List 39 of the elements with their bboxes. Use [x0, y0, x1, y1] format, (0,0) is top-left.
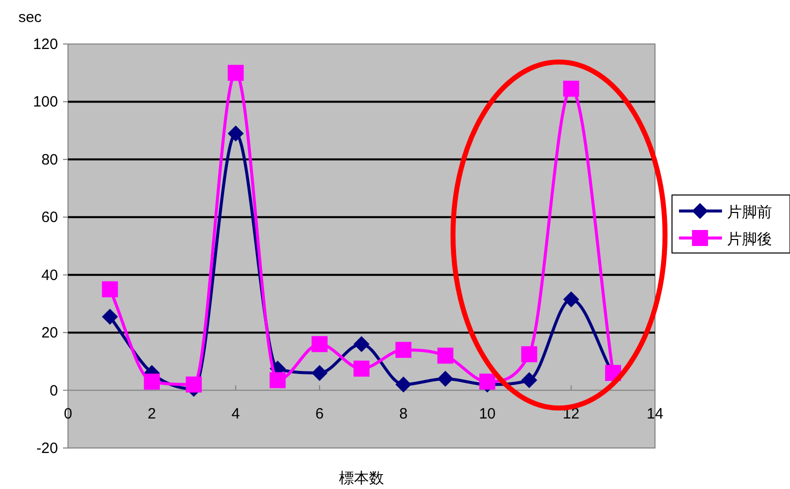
y-tick-label: 20 — [41, 324, 58, 342]
y-tick-label: 100 — [32, 94, 58, 111]
point — [563, 291, 580, 308]
x-tick-label: 10 — [478, 405, 496, 422]
point — [437, 370, 454, 387]
y-tick-label: 80 — [41, 151, 58, 168]
point — [312, 364, 328, 381]
point — [395, 342, 412, 358]
x-tick-label: 2 — [148, 405, 156, 422]
point — [521, 346, 538, 362]
point — [270, 372, 286, 388]
point — [102, 281, 118, 298]
legend-label: 片脚後 — [727, 231, 772, 248]
y-tick-label: 60 — [41, 209, 58, 226]
point — [563, 80, 580, 97]
point — [102, 308, 118, 325]
point — [144, 374, 160, 390]
point — [354, 336, 370, 352]
point — [437, 348, 454, 364]
y-tick-label: 120 — [32, 36, 58, 53]
x-tick-label: 6 — [315, 405, 324, 422]
x-axis-title: 標本数 — [339, 470, 384, 487]
point — [312, 336, 328, 352]
legend-label: 片脚前 — [727, 204, 772, 221]
y-axis-title: sec — [18, 9, 42, 26]
point — [354, 360, 370, 377]
point — [479, 374, 496, 390]
y-tick-label: 40 — [41, 266, 58, 284]
point — [228, 125, 244, 142]
point — [228, 64, 244, 81]
x-tick-label: 0 — [64, 405, 72, 422]
x-tick-label: 4 — [232, 405, 240, 422]
x-tick-label: 8 — [399, 405, 408, 422]
y-tick-label: -20 — [36, 440, 58, 457]
point — [395, 376, 412, 393]
point — [186, 376, 202, 393]
point — [521, 372, 538, 388]
y-tick-label: 0 — [50, 382, 58, 400]
x-tick-label: 14 — [646, 405, 664, 422]
